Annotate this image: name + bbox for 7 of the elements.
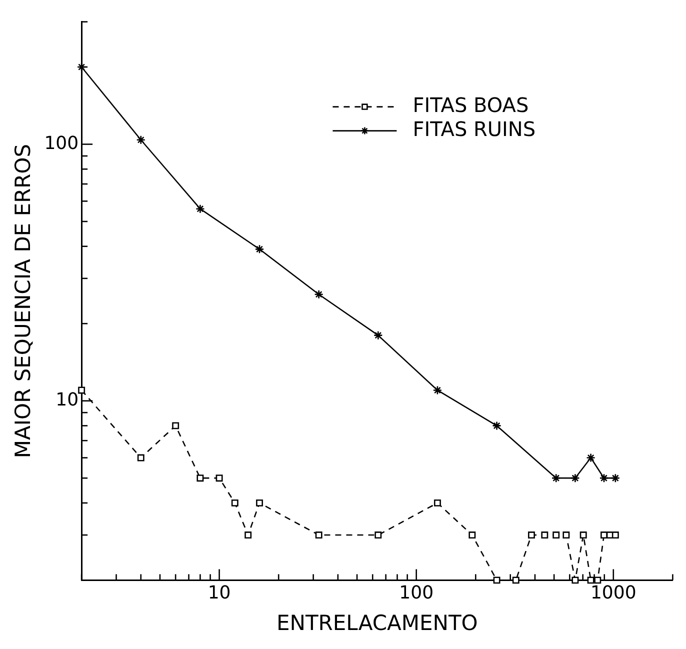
y-axis-title: MAIOR SEQUENCIA DE ERROS: [11, 144, 36, 458]
x-axis-title: ENTRELACAMENTO: [276, 610, 478, 635]
legend-label: FITAS BOAS: [412, 93, 529, 118]
x-tick-label: 1000: [590, 582, 636, 604]
x-tick-label: 10: [208, 582, 231, 604]
x-tick-label: 100: [399, 582, 434, 604]
legend-label: FITAS RUINS: [412, 117, 536, 142]
